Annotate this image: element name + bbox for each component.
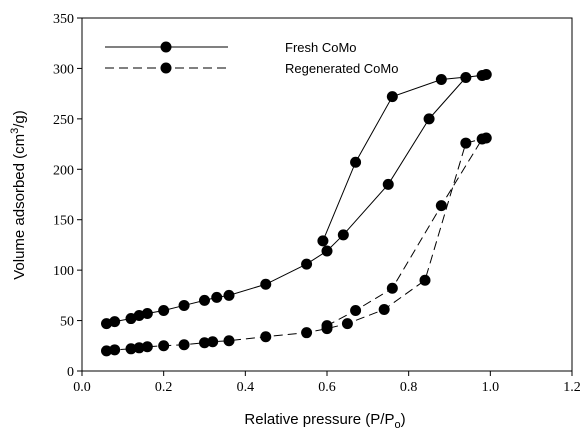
point [207,336,219,348]
x-tick-label: 0.0 [73,380,91,395]
point [341,318,353,330]
point [423,113,435,125]
y-tick-label: 350 [53,12,74,27]
point [125,343,137,355]
point [382,178,394,190]
x-tick-label: 0.4 [237,380,255,395]
legend-marker [160,41,172,53]
point [435,74,447,86]
y-tick-label: 100 [53,264,74,279]
point [460,137,472,149]
x-label-sub: o [394,419,400,431]
point [109,316,121,328]
point [476,133,488,145]
point [178,339,190,351]
y-tick-label: 50 [60,315,74,330]
x-axis-label: Relative pressure (P/Po) [244,411,405,431]
y-label-sup: 3 [9,128,21,134]
legend-marker [160,62,172,74]
y-tick-label: 250 [53,113,74,128]
point [301,327,313,339]
x-label-tail: ) [401,411,406,428]
y-label-tail: /g) [11,110,28,128]
point [386,282,398,294]
series-line [106,137,487,352]
point [158,340,170,352]
point [199,294,210,306]
x-label-text: Relative pressure (P/P [244,411,394,428]
x-tick-label: 1.0 [482,380,500,395]
point [476,69,488,81]
point [141,341,153,353]
point [178,299,190,311]
series-line [106,73,487,325]
point [133,342,145,354]
point [260,278,272,290]
legend-label: Regenerated CoMo [285,61,398,76]
point [158,304,170,316]
legend-label: Fresh CoMo [285,40,357,55]
x-tick-label: 0.6 [318,380,336,395]
point [419,274,431,286]
point [317,235,329,247]
point [350,156,362,168]
point [109,344,121,356]
point [378,303,390,315]
point [199,337,210,349]
point [321,320,333,332]
y-tick-label: 0 [67,365,74,380]
point [260,331,272,343]
point [223,289,235,301]
point [350,304,362,316]
y-tick-label: 200 [53,163,74,178]
y-axis-label: Volume adsorbed (cm3/g) [9,110,28,280]
point [301,258,313,270]
point [223,335,235,347]
point [211,291,223,303]
y-label-text: Volume adsorbed (cm [11,134,28,280]
point [435,200,447,212]
point [460,72,472,84]
x-tick-label: 1.2 [563,380,581,395]
point [101,345,112,357]
x-tick-label: 0.8 [400,380,418,395]
y-tick-label: 300 [53,62,74,77]
point [337,229,349,241]
point [386,91,398,103]
y-tick-label: 150 [53,214,74,229]
point [321,245,333,257]
x-tick-label: 0.2 [155,380,173,395]
point [141,308,153,320]
